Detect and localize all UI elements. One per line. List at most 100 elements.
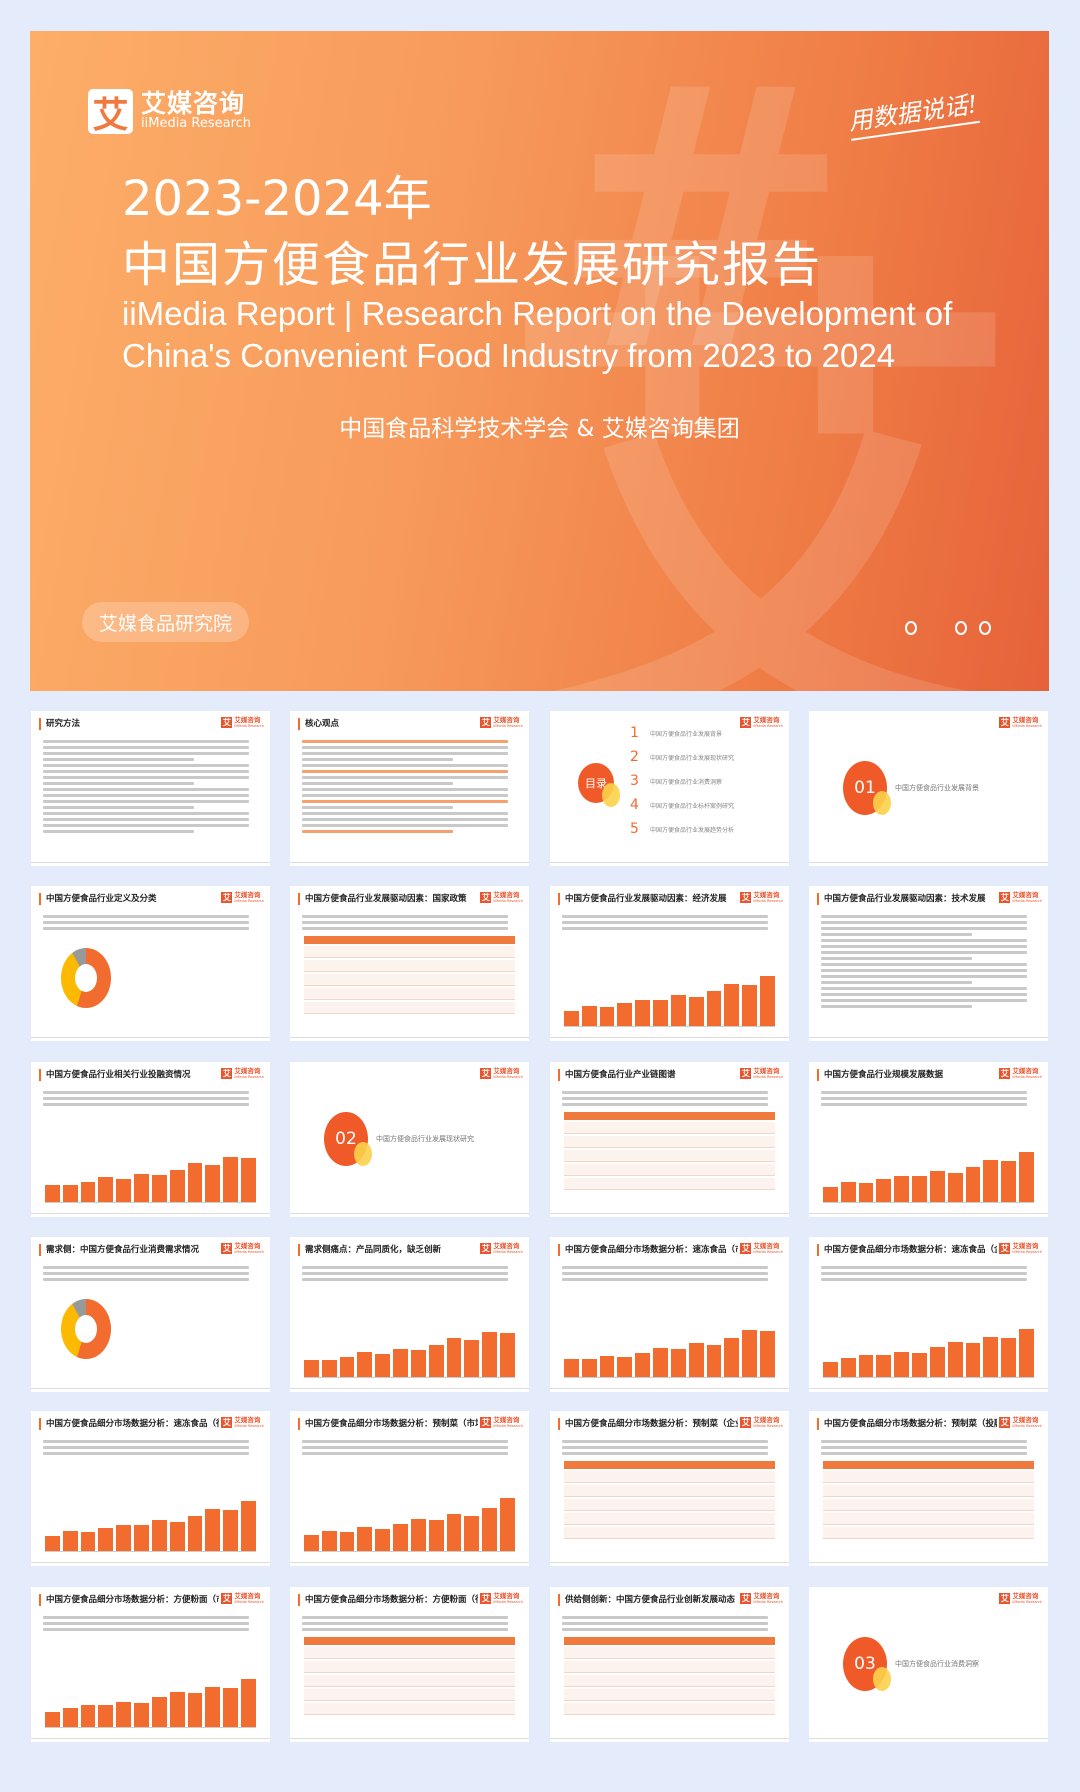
logo-en: iiMedia Research: [234, 1599, 264, 1604]
text-line: [562, 1272, 769, 1275]
logo-en: iiMedia Research: [753, 723, 783, 728]
logo-en: iiMedia Research: [493, 1423, 523, 1428]
text-line: [821, 1440, 1028, 1443]
logo-mark: 艾: [999, 717, 1011, 728]
slide-thumbnail[interactable]: 中国方便食品行业定义及分类艾艾媒咨询 iiMedia Research: [31, 886, 270, 1041]
text-line: [562, 1440, 769, 1443]
text-line: [821, 993, 1028, 996]
slide-thumbnail[interactable]: 中国方便食品行业规模发展数据艾艾媒咨询 iiMedia Research: [809, 1062, 1048, 1217]
chart-bar: [912, 1352, 927, 1377]
slide-thumbnail[interactable]: 艾艾媒咨询 iiMedia Research 目录 1 中国方便食品行业发展背景 2 中国方…: [550, 711, 789, 866]
chart-bar: [45, 1535, 60, 1551]
slide-thumbnail[interactable]: 中国方便食品行业发展驱动因素：国家政策艾艾媒咨询 iiMedia Research: [290, 886, 529, 1041]
logo-cn: 艾媒咨询: [493, 1592, 520, 1601]
text-line: [302, 740, 509, 743]
chart-bar: [428, 1344, 444, 1377]
text-line: [43, 752, 250, 755]
toc-item[interactable]: 5 中国方便食品行业发展趋势分析: [630, 821, 734, 837]
slide-thumbnail[interactable]: 中国方便食品行业发展驱动因素：技术发展艾艾媒咨询 iiMedia Research: [809, 886, 1048, 1041]
logo-cn: 艾媒咨询: [493, 1416, 520, 1425]
decor-circle: [354, 1142, 372, 1166]
slide-thumbnail[interactable]: 需求侧痛点：产品同质化，缺乏创新艾艾媒咨询 iiMedia Research: [290, 1237, 529, 1392]
table-row: [823, 1513, 1034, 1525]
slide-thumbnail[interactable]: 中国方便食品行业发展驱动因素：经济发展艾艾媒咨询 iiMedia Research: [550, 886, 789, 1041]
logo-mark: 艾: [221, 717, 233, 728]
text-line: [43, 746, 250, 749]
chart-bar: [223, 1510, 239, 1551]
chart-bar: [134, 1702, 149, 1727]
toc-item[interactable]: 4 中国方便食品行业标杆案例研究: [630, 797, 734, 813]
slogan: 用数据说话!: [845, 84, 980, 141]
slide-thumbnail[interactable]: 艾艾媒咨询 iiMedia Research 02 中国方便食品行业发展现状研究: [290, 1062, 529, 1217]
toc-number: 2: [630, 749, 639, 765]
slide-thumbnail[interactable]: 核心观点艾艾媒咨询 iiMedia Research: [290, 711, 529, 866]
chart-bar: [894, 1351, 910, 1377]
carousel-dot[interactable]: [905, 621, 917, 635]
text-line: [562, 1103, 769, 1106]
chart-bar: [724, 983, 740, 1026]
text-line: [302, 758, 453, 761]
text-line: [821, 957, 972, 960]
slide-title: 供给侧创新：中国方便食品行业创新发展动态: [558, 1594, 738, 1606]
chart-bar: [581, 1006, 597, 1026]
logo-text: 艾媒咨询 iiMedia Research: [493, 892, 523, 903]
slide-footer-line: [290, 1213, 529, 1214]
chart-bar: [1001, 1337, 1017, 1377]
text-line: [302, 770, 509, 773]
logo-text: 艾媒咨询 iiMedia Research: [234, 717, 264, 728]
chart-bar: [357, 1527, 373, 1551]
slide-thumbnail[interactable]: 供给侧创新：中国方便食品行业创新发展动态艾艾媒咨询 iiMedia Researc…: [550, 1587, 789, 1742]
slide-thumbnail[interactable]: 需求侧：中国方便食品行业消费需求情况艾艾媒咨询 iiMedia Research: [31, 1237, 270, 1392]
text-line: [821, 1278, 1028, 1281]
mini-table: [304, 1637, 515, 1728]
logo-en: iiMedia Research: [234, 898, 264, 903]
logo-cn: 艾媒咨询: [1012, 1416, 1039, 1425]
chart-bar: [428, 1520, 444, 1551]
table-row: [564, 1527, 775, 1539]
slide-logo: 艾艾媒咨询 iiMedia Research: [999, 1593, 1042, 1604]
text-line: [43, 1266, 250, 1269]
text-line: [821, 945, 1028, 948]
chart-bar: [357, 1352, 373, 1377]
slide-thumbnail[interactable]: 艾艾媒咨询 iiMedia Research 01 中国方便食品行业发展背景: [809, 711, 1048, 866]
slide-thumbnail[interactable]: 中国方便食品行业产业链图谱艾艾媒咨询 iiMedia Research: [550, 1062, 789, 1217]
carousel-dot[interactable]: [955, 621, 967, 635]
chart-bar: [929, 1171, 945, 1202]
table-row: [304, 1002, 515, 1014]
slide-title: 中国方便食品细分市场数据分析：预制菜（企业概况）: [558, 1418, 738, 1430]
logo-mark: 艾: [740, 1068, 752, 1079]
toc-item[interactable]: 3 中国方便食品行业消费洞察: [630, 773, 722, 789]
carousel-dot[interactable]: [979, 621, 991, 635]
toc-item[interactable]: 2 中国方便食品行业发展现状研究: [630, 749, 734, 765]
text-line: [562, 1097, 769, 1100]
logo-cn: 艾媒咨询: [753, 891, 780, 900]
slide-footer-line: [31, 1562, 270, 1563]
chart-bar: [321, 1530, 337, 1551]
slide-logo: 艾艾媒咨询 iiMedia Research: [221, 1243, 264, 1254]
text-line: [821, 1452, 1028, 1455]
logo-mark: 艾: [999, 1243, 1011, 1254]
slide-title: 中国方便食品细分市场数据分析：预制菜（市场规模）: [298, 1418, 478, 1430]
logo-text: 艾媒咨询 iiMedia Research: [753, 892, 783, 903]
text-line: [302, 1452, 509, 1455]
text-line: [302, 824, 509, 827]
chart-bar: [912, 1176, 927, 1202]
slide-thumbnail[interactable]: 艾艾媒咨询 iiMedia Research 03 中国方便食品行业消费洞察: [809, 1587, 1048, 1742]
toc-item[interactable]: 1 中国方便食品行业发展背景: [630, 725, 722, 741]
text-line: [302, 800, 509, 803]
slide-logo: 艾艾媒咨询 iiMedia Research: [999, 1417, 1042, 1428]
slide-thumbnail[interactable]: 中国方便食品行业相关行业投融资情况艾艾媒咨询 iiMedia Research: [31, 1062, 270, 1217]
chart-bar: [983, 1159, 999, 1202]
slide-thumbnail[interactable]: 研究方法艾艾媒咨询 iiMedia Research: [31, 711, 270, 866]
chart-bar: [965, 1343, 981, 1377]
logo-text: 艾媒咨询 iiMedia Research: [753, 1417, 783, 1428]
text-line: [43, 740, 250, 743]
